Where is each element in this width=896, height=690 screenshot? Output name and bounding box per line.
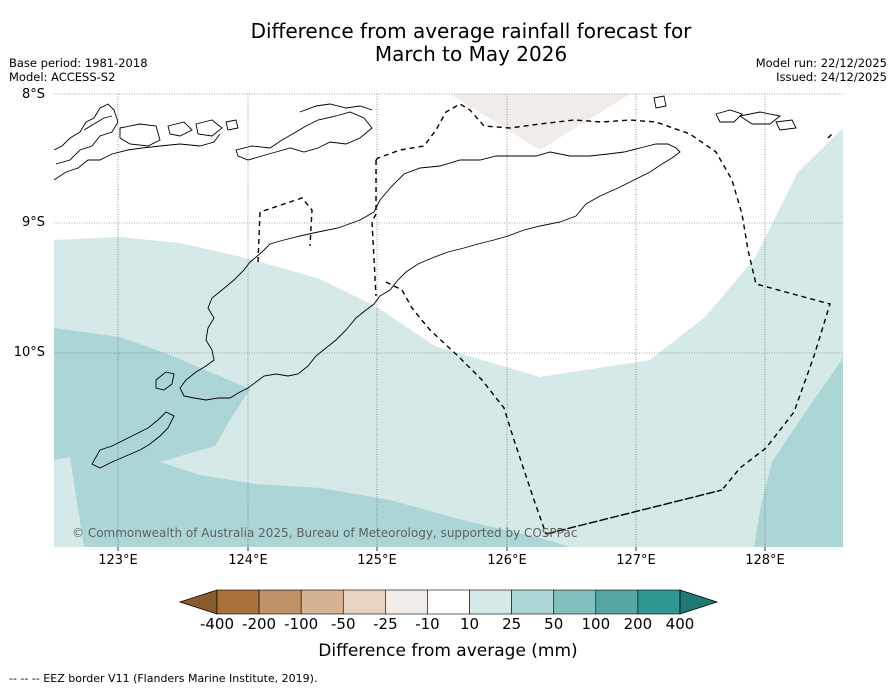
colorbar-segment (342, 589, 386, 615)
eez-footnote: -- -- -- EEZ border V11 (Flanders Marine… (9, 672, 318, 685)
title-line-1: Difference from average rainfall forecas… (250, 19, 692, 43)
base-info: Base period: 1981-2018 Model: ACCESS-S2 (9, 56, 148, 84)
eez-line-mid (371, 160, 377, 297)
lon-label-128e: 128°E (745, 553, 785, 568)
colorbar-tick-label: -10 (415, 615, 440, 633)
colorbar-segment (300, 589, 344, 615)
graticule (54, 93, 843, 547)
eez-line-southeast (545, 489, 723, 535)
coastline-islands-north (83, 115, 161, 147)
colorbar (178, 589, 719, 615)
coastlines (53, 95, 797, 469)
colorbar-tick-label: -50 (331, 615, 356, 633)
colorbar-segment (258, 589, 302, 615)
colorbar-tick-label: 100 (581, 615, 611, 633)
eez-line-enclave (257, 197, 313, 263)
colorbar-tick-label: -200 (242, 615, 277, 633)
colorbar-tick-label: -25 (373, 615, 398, 633)
colorbar-arrow-high (679, 589, 719, 615)
colorbar-tick-label: 25 (502, 615, 522, 633)
colorbar-segment (385, 589, 428, 615)
colorbar-tick-label: 200 (623, 615, 653, 633)
base-period: Base period: 1981-2018 (9, 56, 148, 70)
coastline-timor (179, 143, 681, 401)
lon-label-126e: 126°E (487, 553, 527, 568)
colorbar-segment (216, 589, 260, 615)
coastline-semau (155, 371, 175, 391)
colorbar-tick-label: 10 (459, 615, 480, 633)
issued-date: Issued: 24/12/2025 (776, 70, 887, 84)
lon-label-125e: 125°E (357, 553, 397, 568)
coastline-pantar-alor (53, 133, 221, 181)
rain-band-25-50-west (54, 328, 570, 547)
colorbar-segment (511, 589, 555, 615)
rain-band-10-25 (54, 128, 843, 547)
coastline-flores-alor (53, 103, 119, 165)
eez-line-south (385, 281, 547, 535)
colorbar-tick-label: 50 (544, 615, 564, 633)
lat-label-8s: 8°S (21, 87, 45, 102)
rain-band-25-50-east (754, 358, 843, 547)
lon-label-124e: 124°E (228, 553, 268, 568)
coastline-east-islands (653, 95, 797, 131)
run-info: Model run: 22/12/2025 Issued: 24/12/2025 (756, 56, 887, 84)
lat-label-10s: 10°S (13, 345, 45, 360)
colorbar-tick-label: 400 (665, 615, 695, 633)
coastline-alor-east (235, 111, 373, 161)
lon-label-123e: 123°E (98, 553, 138, 568)
coastline-wetar (299, 103, 373, 113)
colorbar-segment (595, 589, 639, 615)
lat-label-9s: 9°S (21, 215, 45, 230)
coastline-small-islands (167, 119, 239, 137)
colorbar-arrow-low (178, 589, 218, 615)
colorbar-segment (637, 589, 681, 615)
colorbar-title: Difference from average (mm) (318, 641, 578, 661)
colorbar-tick-label: -100 (284, 615, 319, 633)
eez-border (257, 103, 833, 535)
colorbar-segment (427, 589, 470, 615)
island-area (54, 457, 84, 547)
map-title: Difference from average rainfall forecas… (200, 20, 742, 66)
lon-label-127e: 127°E (616, 553, 656, 568)
map-area (54, 94, 843, 547)
eez-line-east-tail (827, 133, 833, 139)
eez-line-north (375, 103, 831, 491)
axis-ticks (117, 547, 766, 551)
model-run: Model run: 22/12/2025 (755, 56, 887, 70)
colorbar-segment (553, 589, 597, 615)
copyright-notice: © Commonwealth of Australia 2025, Bureau… (72, 526, 578, 540)
coastline-rote (91, 411, 175, 469)
model-name: Model: ACCESS-S2 (9, 70, 116, 84)
rain-band-minus-25-10 (450, 94, 630, 150)
title-line-2: March to May 2026 (374, 42, 568, 66)
colorbar-segment (469, 589, 512, 615)
colorbar-tick-label: -400 (199, 615, 235, 633)
